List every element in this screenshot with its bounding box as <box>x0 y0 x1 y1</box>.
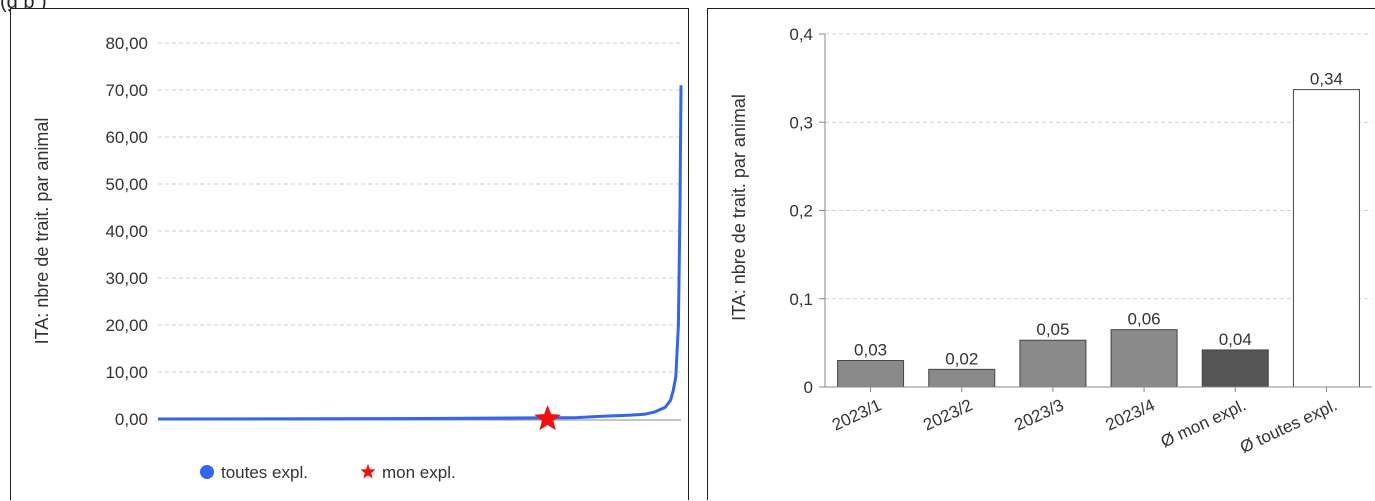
x-tick-label: 2023/1 <box>829 395 884 434</box>
point-mon-expl[interactable] <box>534 405 561 431</box>
x-tick-label: Ø toutes expl. <box>1237 395 1340 457</box>
legend[interactable]: toutes expl. mon expl. <box>200 463 456 482</box>
bar-data-label: 0,03 <box>854 341 887 360</box>
bar-chart-panel: 0 0,1 0,2 0,3 0,4 ITA: nbre de trait. par an… <box>707 8 1375 500</box>
y-tick-label: 70,00 <box>105 81 148 100</box>
y-tick-label: 0 <box>804 378 813 397</box>
legend-label-mon-expl[interactable]: mon expl. <box>382 463 456 482</box>
line-chart-panel: 0,00 10,00 20,00 30,00 40,00 50,00 60,00 70,00 8… <box>10 8 689 500</box>
y-tick-label: 20,00 <box>105 316 148 335</box>
x-tick-label: 2023/2 <box>920 395 975 434</box>
y-tick-label: 50,00 <box>105 175 148 194</box>
bar[interactable] <box>1019 339 1087 388</box>
legend-marker-toutes-expl <box>200 465 214 479</box>
bar-data-label: 0,04 <box>1219 330 1252 349</box>
y-tick-label: 40,00 <box>105 222 148 241</box>
line-chart: 0,00 10,00 20,00 30,00 40,00 50,00 60,00 70,00 8… <box>32 34 683 482</box>
y-tick-label: 60,00 <box>105 128 148 147</box>
y-tick-label: 0,4 <box>789 25 813 44</box>
x-tick-label: 2023/3 <box>1011 395 1066 434</box>
bar[interactable] <box>1201 349 1269 388</box>
legend-marker-mon-expl <box>360 464 376 479</box>
bar-data-label: 0,02 <box>945 349 978 368</box>
y-tick-label: 80,00 <box>105 34 148 53</box>
series-line-toutes-expl[interactable] <box>157 85 683 421</box>
bar-data-label: 0,06 <box>1128 310 1161 329</box>
legend-label-toutes-expl[interactable]: toutes expl. <box>221 463 308 482</box>
bar-data-label: 0,34 <box>1310 70 1343 89</box>
bar[interactable] <box>837 360 905 388</box>
bar[interactable] <box>1110 329 1178 388</box>
y-tick-label: 10,00 <box>105 363 148 382</box>
bar-chart: 0 0,1 0,2 0,3 0,4 ITA: nbre de trait. par an… <box>729 25 1372 457</box>
y-tick-label: 0,3 <box>789 113 813 132</box>
bar[interactable] <box>928 368 996 388</box>
bar[interactable] <box>1292 89 1360 388</box>
y-tick-label: 0,2 <box>789 202 813 221</box>
x-tick-label: 2023/4 <box>1103 395 1158 434</box>
y-tick-label: 0,1 <box>789 290 813 309</box>
y-tick-label: 30,00 <box>105 269 148 288</box>
x-tick-label: Ø mon expl. <box>1158 395 1249 451</box>
y-axis-title: ITA: nbre de trait. par animal <box>32 118 52 345</box>
bar-data-label: 0,05 <box>1036 320 1069 339</box>
y-axis-title: ITA: nbre de trait. par animal <box>729 94 749 321</box>
y-tick-label: 0,00 <box>115 410 148 429</box>
